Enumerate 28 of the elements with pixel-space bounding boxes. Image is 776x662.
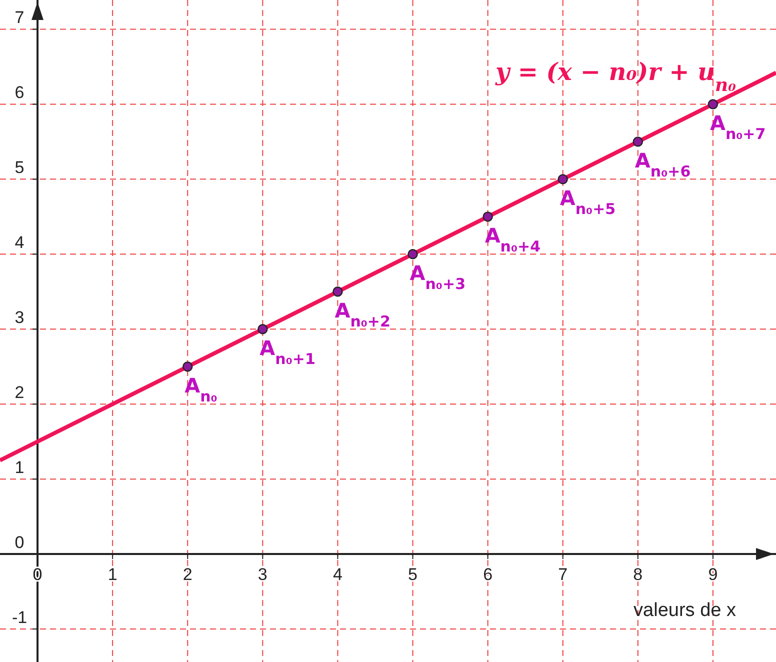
annotation: A$_{n₀+5}$ bbox=[560, 186, 616, 218]
annotation: A$_{n₀+7}$ bbox=[710, 111, 766, 144]
x-tick-label: 2 bbox=[182, 565, 192, 584]
x-tick-label: 4 bbox=[332, 565, 342, 584]
x-tick-label: 6 bbox=[483, 565, 493, 584]
annotation: A$_{n₀+6}$ bbox=[634, 148, 691, 181]
y-tick-label: 6 bbox=[14, 83, 24, 102]
x-tick-label: 7 bbox=[558, 565, 568, 584]
x-axis-title: valeurs de x bbox=[634, 600, 736, 622]
x-tick-label: 3 bbox=[258, 565, 268, 584]
text: y = (x − n₀)r + u$_{n₀}$ bbox=[494, 57, 736, 96]
y-tick-label: 1 bbox=[14, 458, 24, 478]
annotation: A$_{n₀+2}$ bbox=[334, 298, 390, 331]
annotation: A$_{n₀+1}$ bbox=[260, 336, 316, 368]
y-tick-label: 5 bbox=[14, 158, 24, 178]
x-tick-label: 8 bbox=[633, 565, 643, 584]
y-tick-label: 4 bbox=[14, 233, 24, 252]
x-tick-label: 1 bbox=[108, 565, 118, 584]
y-tick-label: -1 bbox=[12, 608, 28, 628]
y-tick-label: 0 bbox=[14, 533, 24, 552]
y-tick-label: 3 bbox=[14, 308, 24, 328]
annotation: A$_{n₀+3}$ bbox=[410, 261, 466, 294]
y-tick-label: 2 bbox=[14, 383, 24, 402]
annotation: A$_{n₀}$ bbox=[184, 374, 218, 406]
x-tick-label: 5 bbox=[408, 565, 418, 584]
annotation: A$_{n₀+4}$ bbox=[484, 224, 541, 256]
x-tick-label: 9 bbox=[708, 565, 718, 584]
y-tick-label: 7 bbox=[14, 8, 24, 28]
